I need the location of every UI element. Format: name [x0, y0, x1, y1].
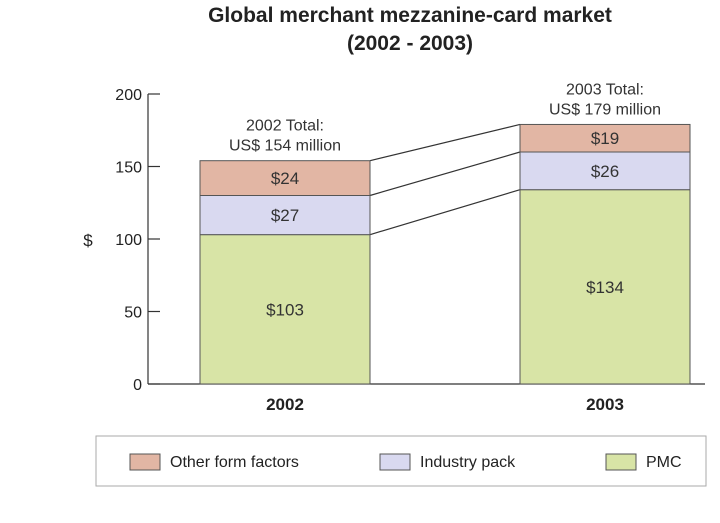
- data-label: $26: [591, 162, 619, 181]
- legend-label: Industry pack: [420, 454, 516, 471]
- total-annotation-line2: US$ 179 million: [549, 101, 661, 118]
- y-tick-label: 100: [115, 232, 142, 249]
- data-label: $27: [271, 206, 299, 225]
- x-tick-label: 2002: [266, 395, 304, 414]
- legend-swatch-other-form-factors: [129, 453, 161, 471]
- y-tick-label: 50: [124, 305, 142, 322]
- bar-segment-other-form-factors-2002: [199, 160, 371, 196]
- total-annotation-line1: 2002 Total:: [246, 118, 324, 135]
- data-label: $24: [271, 169, 299, 188]
- data-label: $103: [266, 300, 304, 319]
- total-annotation-line2: US$ 154 million: [229, 138, 341, 155]
- total-annotation-line1: 2003 Total:: [566, 81, 644, 98]
- bar-segment-industry-pack-2002: [199, 195, 371, 236]
- bar-segment-other-form-factors-2003: [519, 123, 691, 153]
- bar-segment-industry-pack-2003: [519, 151, 691, 191]
- y-tick-label: 200: [115, 87, 142, 104]
- bar-segment-pmc-2002: [199, 234, 371, 385]
- connector-line: [369, 123, 521, 162]
- connector-line: [369, 189, 521, 236]
- legend-label: PMC: [646, 454, 682, 471]
- y-axis-label: $: [83, 231, 93, 250]
- y-tick-label: 0: [133, 377, 142, 394]
- data-label: $19: [591, 129, 619, 148]
- legend-swatch-pmc: [605, 453, 637, 471]
- legend-label: Other form factors: [170, 454, 299, 471]
- chart-title: Global merchant mezzanine-card market: [208, 4, 612, 27]
- y-tick-label: 150: [115, 160, 142, 177]
- data-label: $134: [586, 278, 624, 297]
- chart-subtitle: (2002 - 2003): [347, 32, 473, 55]
- bar-segment-pmc-2003: [519, 189, 691, 385]
- x-tick-label: 2003: [586, 395, 624, 414]
- legend-swatch-industry-pack: [379, 453, 411, 471]
- connector-line: [369, 151, 521, 197]
